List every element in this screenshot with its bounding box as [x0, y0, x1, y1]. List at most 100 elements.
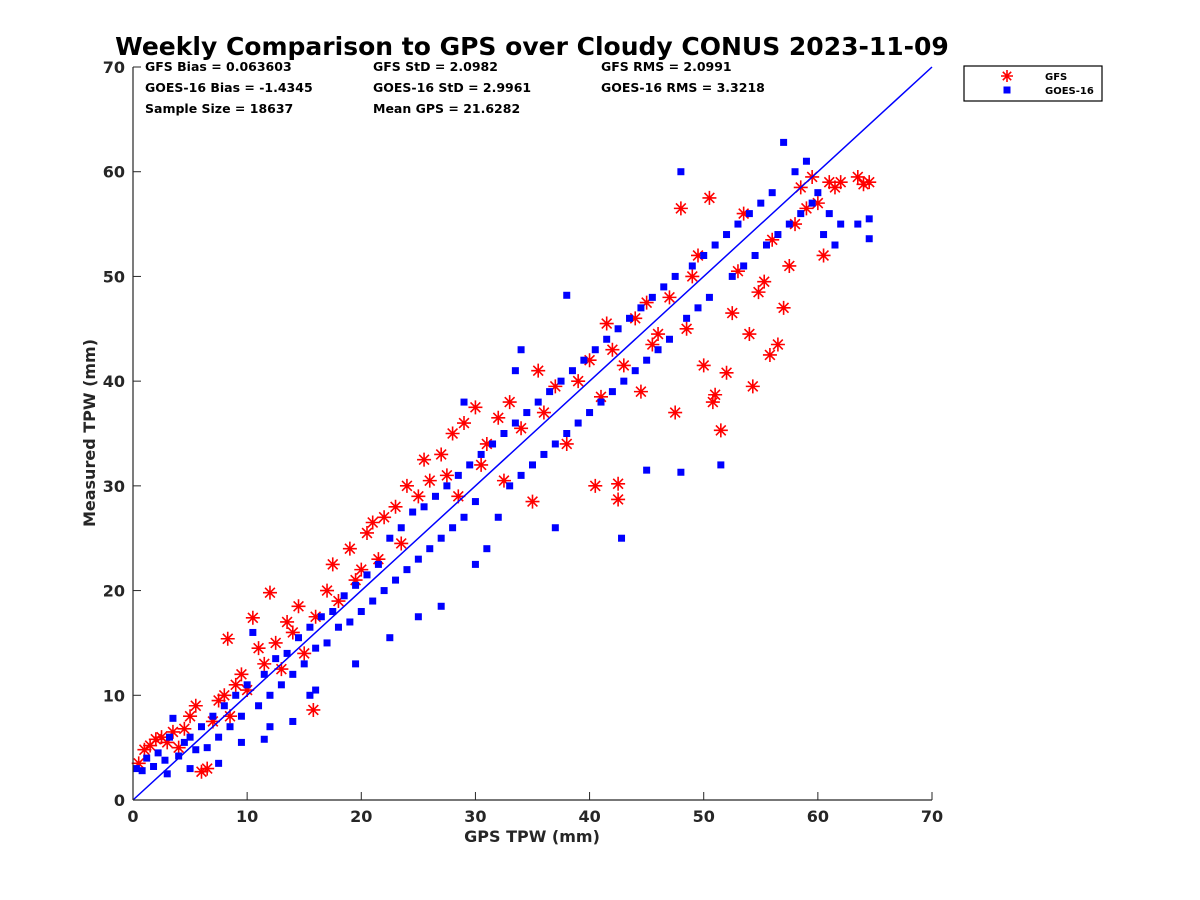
point-gfs: [639, 295, 654, 310]
point-goes16: [751, 251, 759, 259]
point-gfs: [223, 709, 238, 724]
point-goes16: [665, 335, 673, 343]
point-goes16: [745, 210, 753, 218]
point-gfs: [662, 290, 677, 305]
point-goes16: [369, 597, 377, 605]
point-goes16: [143, 754, 151, 762]
point-goes16: [648, 293, 656, 301]
point-gfs: [685, 269, 700, 284]
point-goes16: [312, 686, 320, 694]
plot-area: [131, 66, 933, 801]
point-gfs: [762, 347, 777, 362]
point-gfs: [354, 562, 369, 577]
point-goes16: [551, 440, 559, 448]
point-gfs: [725, 306, 740, 321]
point-gfs: [628, 311, 643, 326]
point-goes16: [186, 733, 194, 741]
legend-marker-goes16: [1003, 86, 1011, 94]
series-layer: [131, 138, 877, 779]
stat-text: GOES-16 Bias = -1.4345: [145, 80, 313, 95]
y-tick-label: 70: [103, 58, 125, 77]
point-goes16: [352, 581, 360, 589]
y-tick-label: 0: [114, 791, 125, 810]
x-tick-label: 20: [350, 807, 372, 826]
legend-box: [963, 65, 1103, 102]
point-gfs: [770, 337, 785, 352]
point-goes16: [215, 733, 223, 741]
point-gfs: [810, 196, 825, 211]
point-gfs: [171, 740, 186, 755]
point-gfs: [200, 761, 215, 776]
point-gfs: [765, 232, 780, 247]
point-goes16: [688, 262, 696, 270]
point-goes16: [203, 744, 211, 752]
point-gfs: [645, 337, 660, 352]
point-gfs: [827, 180, 842, 195]
point-goes16: [563, 430, 571, 437]
point-gfs: [548, 379, 563, 394]
point-goes16: [574, 419, 582, 427]
point-goes16: [352, 660, 360, 668]
point-goes16: [392, 576, 400, 584]
point-goes16: [209, 712, 217, 720]
point-gfs: [559, 436, 574, 451]
point-gfs: [708, 387, 723, 402]
stat-text: Mean GPS = 21.6282: [373, 101, 520, 116]
point-goes16: [563, 291, 571, 299]
point-goes16: [534, 398, 542, 406]
point-goes16: [557, 377, 565, 385]
point-gfs: [228, 677, 243, 692]
point-goes16: [192, 746, 200, 754]
point-goes16: [277, 681, 285, 689]
series-gfs: [131, 169, 877, 779]
point-gfs: [468, 400, 483, 415]
stat-text: GOES-16 RMS = 3.3218: [601, 80, 765, 95]
point-gfs: [325, 557, 340, 572]
point-gfs: [331, 594, 346, 609]
point-goes16: [705, 293, 713, 301]
point-goes16: [854, 220, 862, 228]
point-goes16: [734, 220, 742, 228]
point-gfs: [719, 365, 734, 380]
point-gfs: [422, 473, 437, 488]
point-goes16: [831, 241, 839, 249]
point-gfs: [285, 625, 300, 640]
point-gfs: [593, 389, 608, 404]
point-goes16: [266, 723, 274, 731]
point-goes16: [694, 304, 702, 312]
point-goes16: [340, 592, 348, 600]
point-goes16: [449, 524, 457, 532]
point-goes16: [717, 461, 725, 469]
point-gfs: [705, 395, 720, 410]
x-axis-label: GPS TPW (mm): [464, 827, 600, 846]
x-tick-label: 30: [464, 807, 486, 826]
point-goes16: [865, 215, 873, 223]
point-gfs: [856, 177, 871, 192]
chart-title: Weekly Comparison to GPS over Cloudy CON…: [115, 32, 949, 61]
point-gfs: [668, 405, 683, 420]
point-gfs: [257, 656, 272, 671]
point-gfs: [605, 342, 620, 357]
point-goes16: [671, 272, 679, 280]
point-gfs: [599, 316, 614, 331]
x-tick-label: 70: [921, 807, 943, 826]
point-goes16: [603, 335, 611, 343]
point-goes16: [631, 367, 639, 375]
point-gfs: [514, 421, 529, 436]
point-gfs: [297, 646, 312, 661]
point-gfs: [148, 732, 163, 747]
point-goes16: [220, 702, 228, 710]
point-gfs: [822, 175, 837, 190]
point-gfs: [240, 683, 255, 698]
point-goes16: [580, 356, 588, 364]
point-goes16: [785, 220, 793, 228]
point-goes16: [540, 450, 548, 458]
point-gfs: [280, 614, 295, 629]
point-goes16: [614, 325, 622, 333]
point-gfs: [788, 217, 803, 232]
point-gfs: [633, 384, 648, 399]
point-gfs: [742, 327, 757, 342]
point-gfs: [188, 698, 203, 713]
point-gfs: [371, 552, 386, 567]
